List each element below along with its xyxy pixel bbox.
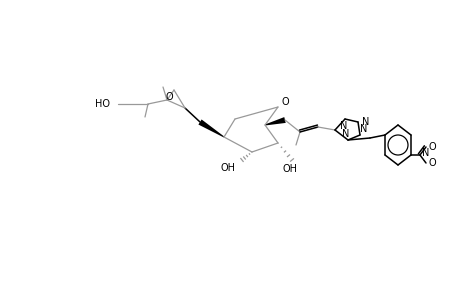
Text: O: O xyxy=(427,142,435,152)
Text: N: N xyxy=(421,148,428,158)
Polygon shape xyxy=(264,117,285,125)
Text: OH: OH xyxy=(282,164,297,174)
Polygon shape xyxy=(198,119,224,137)
Text: O: O xyxy=(427,158,435,168)
Text: N: N xyxy=(341,129,349,139)
Text: N: N xyxy=(359,124,367,134)
Text: N: N xyxy=(340,121,347,131)
Text: O: O xyxy=(165,92,173,102)
Text: O: O xyxy=(280,97,288,107)
Text: N: N xyxy=(362,117,369,127)
Text: OH: OH xyxy=(220,163,235,173)
Text: HO: HO xyxy=(95,99,110,109)
